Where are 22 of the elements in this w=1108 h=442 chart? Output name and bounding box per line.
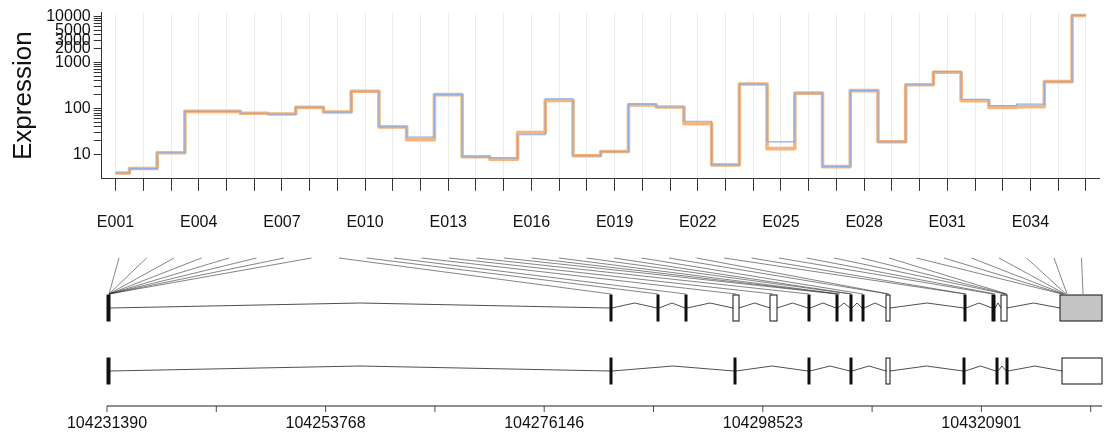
y-tick-label: 1000 xyxy=(55,52,91,70)
x-tick-label: E025 xyxy=(762,212,800,230)
y-tick-label: 100 xyxy=(63,98,91,116)
x-tick-label: E028 xyxy=(845,212,883,230)
text: 104276146 xyxy=(504,414,585,432)
x-tick-label: E001 xyxy=(96,212,135,230)
text: 104320901 xyxy=(941,414,1022,432)
x-tick-label: E013 xyxy=(429,212,468,230)
y-tick-label: 10 xyxy=(72,145,91,163)
x-tick-label: E031 xyxy=(928,212,967,230)
x-tick-label: E019 xyxy=(595,212,634,230)
x-tick-label: E034 xyxy=(1011,212,1050,230)
x-tick-label: E010 xyxy=(346,212,384,230)
y-tick-label: 10000 xyxy=(46,6,91,24)
text: 104298523 xyxy=(722,414,803,432)
text: 104253768 xyxy=(285,414,366,432)
x-tick-label: E004 xyxy=(180,212,218,230)
x-tick-label: E016 xyxy=(512,212,551,230)
x-tick-label: E022 xyxy=(679,212,717,230)
text: 104231390 xyxy=(66,414,148,432)
y-axis-title: Expression xyxy=(6,31,37,161)
x-tick-label: E007 xyxy=(263,212,301,230)
